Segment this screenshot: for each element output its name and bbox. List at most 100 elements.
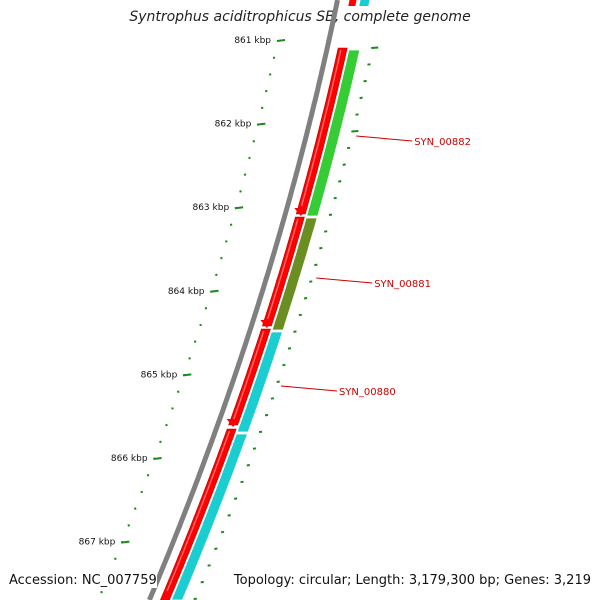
inner-tick (258, 430, 263, 434)
minor-tick (114, 557, 117, 560)
inner-tick (363, 79, 367, 83)
inner-tick (328, 213, 333, 216)
cds-highlight (166, 430, 231, 592)
minor-tick (225, 240, 228, 243)
inner-tick (351, 130, 359, 133)
major-tick-marks (121, 39, 286, 544)
cds-arrow-head (294, 208, 308, 216)
gene-label: SYN_00881 (374, 279, 431, 290)
cog-feature (359, 0, 370, 6)
tick-label: 863 kbp (192, 203, 229, 213)
gene-labels: SYN_00882 SYN_00881 SYN_00880 (280, 135, 471, 398)
minor-tick (220, 256, 223, 260)
inner-tick (287, 347, 292, 350)
cog-feature (306, 49, 361, 217)
minor-tick (146, 474, 150, 477)
inner-tick (342, 163, 346, 166)
minor-tick (252, 140, 256, 143)
cds-highlight (300, 49, 342, 207)
cds-ring (160, 0, 357, 600)
inner-tick (227, 514, 231, 517)
major-tick (121, 540, 130, 544)
minor-tick (100, 590, 103, 594)
cog-feature (236, 331, 283, 433)
inner-tick (282, 363, 286, 367)
inner-tick (276, 380, 280, 383)
cog-feature (271, 217, 318, 331)
tick-label: 865 kbp (141, 370, 178, 380)
inner-tick (193, 597, 197, 600)
tick-label: 866 kbp (111, 454, 148, 464)
cog-feature (170, 433, 248, 600)
minor-tick (239, 190, 242, 193)
major-tick (276, 39, 286, 42)
cds-arrow-head (260, 320, 274, 328)
cds-arrow-head (226, 419, 240, 427)
major-tick (153, 457, 162, 460)
gene-label: SYN_00880 (339, 387, 396, 398)
inner-tick (333, 196, 337, 200)
minor-tick (215, 273, 218, 277)
tick-labels: 861 kbp 862 kbp 863 kbp 864 kbp 865 kbp 866 k… (79, 36, 272, 548)
inner-tick (220, 530, 225, 534)
minor-tick (268, 73, 272, 76)
gene-leader-line (316, 277, 373, 284)
inner-tick (303, 297, 308, 300)
inner-tick (200, 580, 204, 584)
inner-tick (367, 63, 371, 66)
cds-highlight (233, 330, 265, 420)
genome-summary-text: Topology: circular; Length: 3,179,300 bp… (231, 573, 591, 588)
gene-leader-line (280, 385, 337, 392)
inner-tick (207, 564, 211, 567)
tick-label: 861 kbp (234, 36, 271, 46)
map-title: Syntrophus aciditrophicus SB, complete g… (129, 9, 471, 25)
minor-tick (171, 407, 174, 410)
gene-label: SYN_00882 (414, 137, 471, 148)
inner-tick (270, 397, 275, 400)
cds-feature (348, 0, 357, 6)
minor-tick (199, 323, 202, 327)
minor-tick-marks (100, 56, 276, 594)
inner-tick (346, 146, 351, 150)
minor-tick (272, 56, 276, 59)
inner-tick (371, 46, 379, 49)
major-tick (257, 122, 266, 126)
cds-feature (228, 328, 271, 426)
minor-tick (188, 357, 191, 360)
inner-tick (240, 480, 244, 484)
accession-text: Accession: NC_007759 (9, 573, 157, 588)
minor-tick (260, 106, 264, 110)
backbone-line (147, 0, 340, 600)
minor-tick (127, 524, 130, 527)
inner-tick (214, 547, 218, 550)
minor-tick (165, 423, 168, 427)
inner-tick (252, 447, 257, 450)
minor-tick (193, 340, 197, 343)
cds-feature (261, 216, 305, 327)
cds-highlight (266, 218, 299, 320)
inner-tick (338, 180, 342, 183)
minor-tick (229, 223, 233, 226)
major-tick (210, 289, 219, 293)
minor-tick (248, 156, 251, 160)
major-tick (235, 206, 244, 210)
inner-tick (314, 263, 318, 267)
inner-tick (319, 246, 323, 250)
tick-label: 862 kbp (215, 120, 252, 130)
inner-tick (264, 413, 269, 417)
gene-leader-line (356, 135, 413, 142)
tick-label: 867 kbp (79, 538, 116, 548)
minor-tick (177, 390, 180, 393)
inner-tick-marks (193, 46, 379, 600)
inner-tick (298, 313, 302, 317)
minor-tick (159, 440, 162, 444)
minor-tick (204, 307, 208, 310)
inner-tick (324, 230, 328, 233)
minor-tick (134, 507, 137, 510)
inner-tick (246, 464, 250, 467)
minor-tick (243, 173, 247, 176)
inner-tick (233, 497, 238, 500)
backbone-ring (147, 0, 340, 600)
